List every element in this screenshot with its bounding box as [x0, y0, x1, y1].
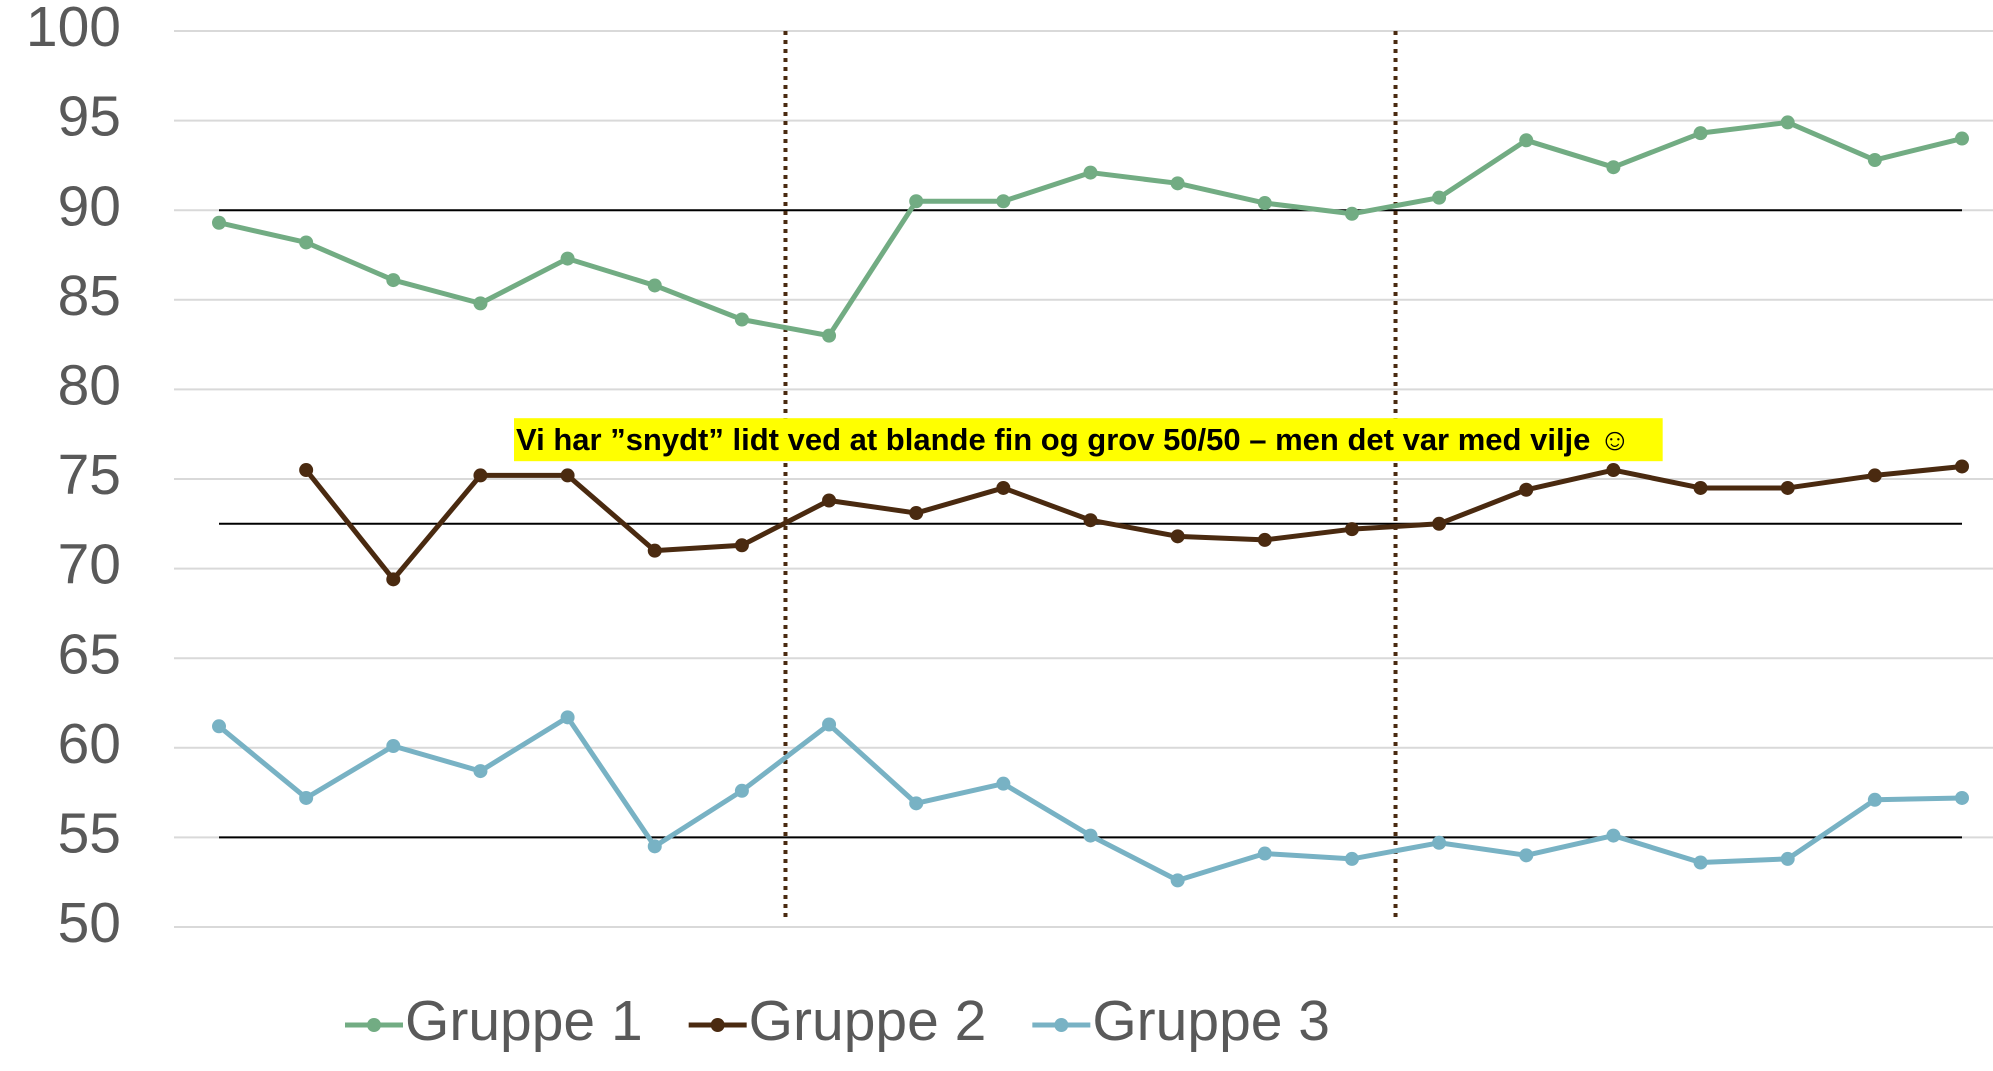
legend-marker — [710, 1018, 725, 1032]
data-point — [1780, 480, 1795, 495]
data-point — [299, 235, 314, 250]
data-point — [386, 572, 401, 587]
data-point — [212, 215, 226, 230]
data-point — [1170, 176, 1185, 191]
y-tick-label: 70 — [58, 533, 121, 597]
y-tick-label: 80 — [58, 353, 121, 417]
data-point — [1257, 532, 1272, 547]
data-point — [1867, 153, 1882, 168]
data-point — [1780, 115, 1795, 130]
y-tick-label: 60 — [58, 712, 121, 776]
data-point — [560, 710, 575, 725]
data-point — [473, 764, 488, 779]
data-point — [1519, 133, 1534, 148]
y-tick-label: 100 — [26, 0, 121, 59]
data-point — [822, 493, 837, 508]
y-tick-label: 85 — [58, 264, 121, 328]
data-point — [1344, 206, 1359, 221]
data-point — [560, 251, 575, 266]
data-point — [1867, 792, 1882, 807]
data-point — [1519, 482, 1534, 497]
data-point — [1432, 835, 1447, 850]
data-point — [822, 328, 837, 343]
data-point — [1606, 463, 1621, 478]
y-tick-label: 55 — [58, 801, 121, 865]
data-point — [996, 194, 1011, 209]
legend-label: Gruppe 3 — [1092, 989, 1330, 1053]
data-point — [1257, 196, 1272, 211]
data-point — [1257, 846, 1272, 861]
data-point — [1519, 848, 1534, 863]
data-point — [1170, 873, 1185, 888]
data-point — [734, 312, 749, 327]
legend-marker — [1054, 1018, 1069, 1032]
data-point — [1432, 516, 1447, 531]
y-tick-label: 65 — [58, 622, 121, 686]
data-point — [1344, 522, 1359, 537]
data-point — [1606, 160, 1621, 175]
grid — [174, 30, 1993, 928]
legend-label: Gruppe 2 — [749, 989, 987, 1053]
data-point — [909, 194, 924, 209]
data-point — [822, 717, 837, 732]
data-point — [909, 796, 924, 811]
data-point — [647, 839, 662, 854]
data-point — [1780, 851, 1795, 866]
data-point — [1432, 190, 1447, 205]
data-point — [1867, 468, 1882, 483]
data-point — [1955, 131, 1969, 146]
data-point — [647, 278, 662, 293]
y-tick-label: 95 — [58, 85, 121, 149]
data-point — [473, 468, 488, 483]
data-point — [1083, 828, 1098, 843]
y-tick-label: 50 — [58, 891, 121, 955]
annotation: Vi har ”snydt” lidt ved at blande fin og… — [516, 422, 1631, 457]
data-point — [560, 468, 575, 483]
legend-label: Gruppe 1 — [405, 989, 643, 1053]
data-point — [386, 739, 401, 754]
data-point — [212, 719, 226, 734]
data-point — [1693, 126, 1708, 141]
data-point — [1693, 855, 1708, 870]
data-point — [386, 273, 401, 288]
data-point — [909, 506, 924, 521]
data-point — [996, 776, 1011, 791]
data-point — [1083, 165, 1098, 180]
data-point — [1606, 828, 1621, 843]
data-point — [299, 790, 314, 805]
y-tick-label: 90 — [58, 174, 121, 238]
annotation-group: Vi har ”snydt” lidt ved at blande fin og… — [514, 418, 1663, 462]
data-point — [1693, 480, 1708, 495]
data-point — [734, 538, 749, 553]
data-point — [1344, 851, 1359, 866]
y-tick-label: 75 — [58, 443, 121, 507]
series-line — [304, 463, 1963, 582]
data-point — [473, 296, 488, 311]
data-point — [647, 543, 662, 558]
data-point — [299, 463, 314, 478]
data-point — [1170, 529, 1185, 544]
data-point — [996, 480, 1011, 495]
data-point — [1955, 459, 1969, 474]
data-point — [1083, 513, 1098, 528]
annotation-background — [514, 418, 1663, 462]
legend-marker — [367, 1018, 381, 1032]
data-point — [1955, 790, 1969, 805]
data-point — [734, 783, 749, 798]
